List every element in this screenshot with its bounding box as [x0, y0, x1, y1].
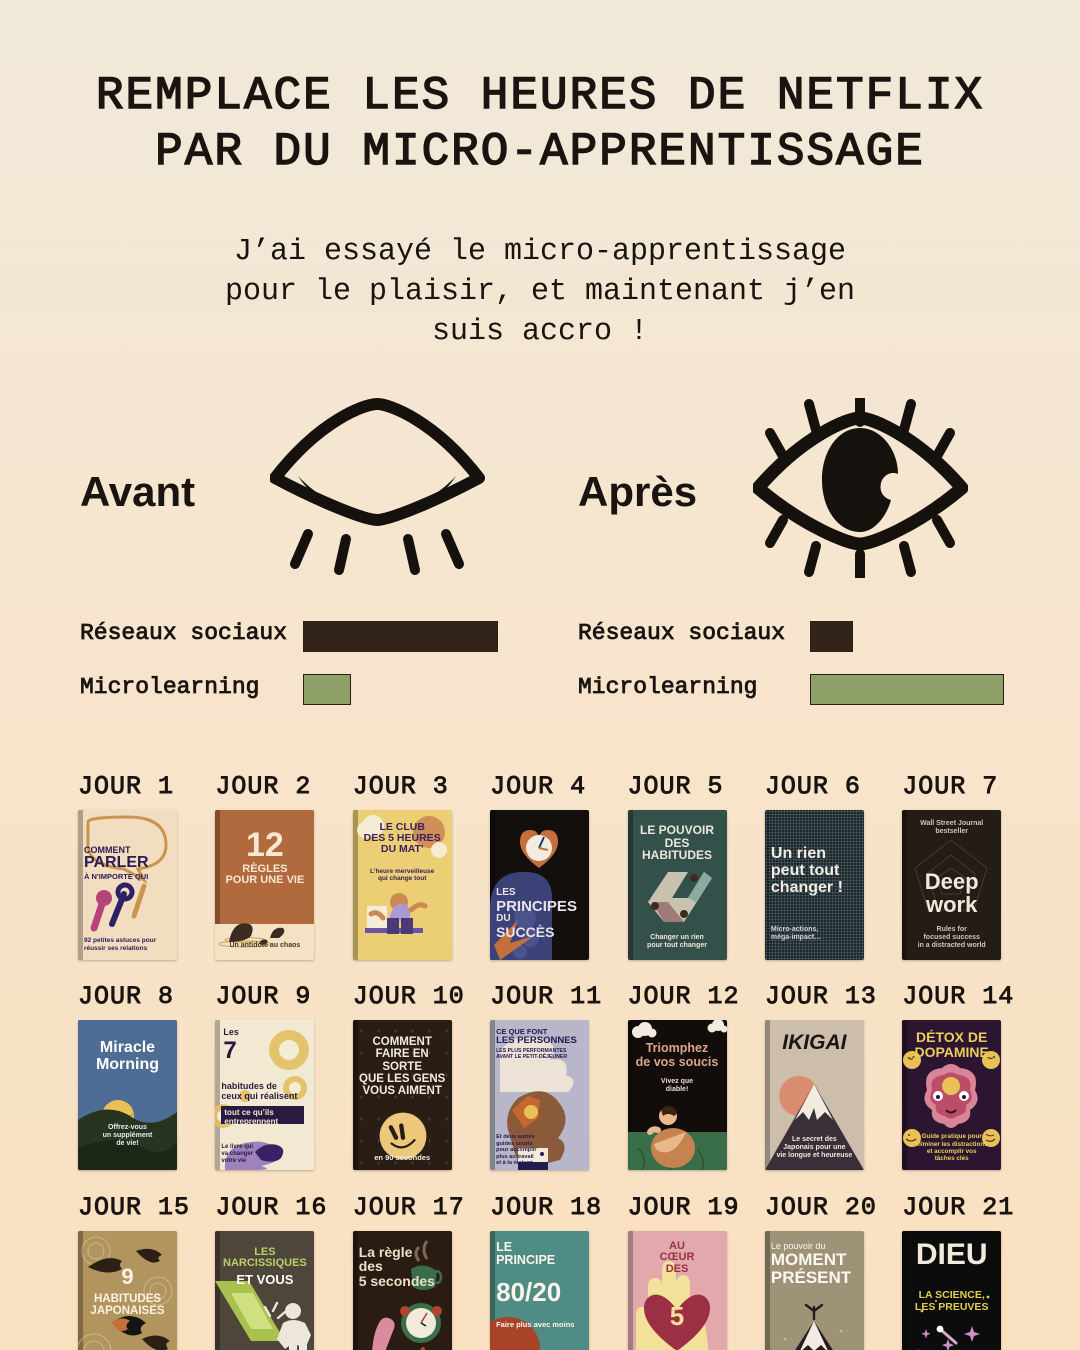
svg-text:5: 5 [669, 1301, 683, 1331]
